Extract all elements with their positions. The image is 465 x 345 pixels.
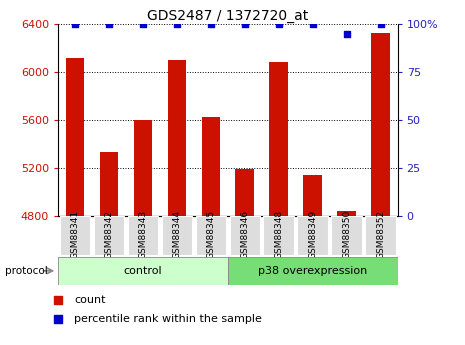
- FancyBboxPatch shape: [196, 216, 226, 255]
- Text: GSM88345: GSM88345: [206, 210, 215, 259]
- Text: GSM88344: GSM88344: [173, 210, 181, 259]
- Point: [377, 21, 384, 27]
- Text: percentile rank within the sample: percentile rank within the sample: [74, 314, 262, 324]
- Bar: [100, 152, 119, 216]
- Point: [241, 21, 248, 27]
- Text: GSM88341: GSM88341: [71, 210, 80, 259]
- Text: p38 overexpression: p38 overexpression: [258, 266, 367, 276]
- Bar: [371, 32, 390, 216]
- FancyBboxPatch shape: [128, 216, 158, 255]
- Point: [207, 21, 214, 27]
- Text: GSM88350: GSM88350: [342, 210, 351, 259]
- FancyBboxPatch shape: [230, 216, 260, 255]
- FancyBboxPatch shape: [264, 216, 294, 255]
- Bar: [133, 120, 153, 216]
- Bar: [269, 62, 288, 216]
- Point: [55, 297, 62, 303]
- Text: GSM88349: GSM88349: [308, 210, 317, 259]
- Point: [55, 316, 62, 322]
- Bar: [235, 169, 254, 216]
- Bar: [337, 211, 356, 216]
- Bar: [303, 175, 322, 216]
- FancyBboxPatch shape: [60, 216, 90, 255]
- FancyBboxPatch shape: [162, 216, 192, 255]
- FancyBboxPatch shape: [58, 257, 228, 285]
- Point: [275, 21, 282, 27]
- Title: GDS2487 / 1372720_at: GDS2487 / 1372720_at: [147, 9, 308, 23]
- Bar: [66, 58, 85, 216]
- Bar: [167, 60, 186, 216]
- Text: count: count: [74, 295, 106, 305]
- Text: protocol: protocol: [5, 266, 47, 276]
- Point: [105, 21, 113, 27]
- Point: [71, 21, 79, 27]
- Bar: [201, 118, 220, 216]
- FancyBboxPatch shape: [365, 216, 396, 255]
- FancyBboxPatch shape: [94, 216, 124, 255]
- Point: [139, 21, 146, 27]
- FancyBboxPatch shape: [298, 216, 328, 255]
- FancyBboxPatch shape: [228, 257, 398, 285]
- FancyBboxPatch shape: [332, 216, 362, 255]
- Text: GSM88348: GSM88348: [274, 210, 283, 259]
- Point: [309, 21, 317, 27]
- Text: GSM88342: GSM88342: [105, 210, 113, 259]
- Text: control: control: [124, 266, 162, 276]
- Point: [343, 31, 351, 37]
- Point: [173, 21, 180, 27]
- Text: GSM88352: GSM88352: [376, 210, 385, 259]
- Text: GSM88343: GSM88343: [139, 210, 147, 259]
- Text: GSM88346: GSM88346: [240, 210, 249, 259]
